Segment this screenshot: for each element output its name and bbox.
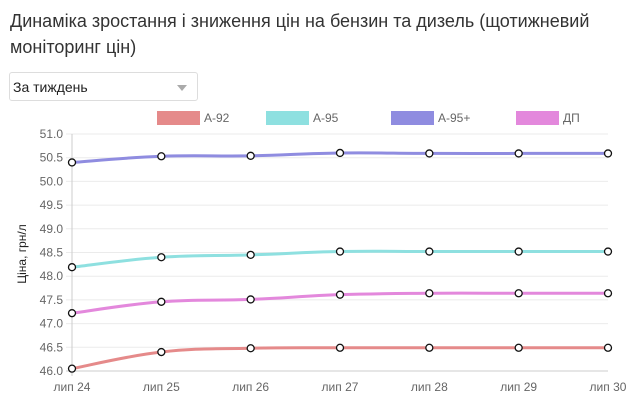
chevron-down-icon bbox=[177, 85, 187, 91]
data-point[interactable] bbox=[246, 344, 255, 353]
y-tick-label: 49.0 bbox=[40, 222, 64, 236]
price-line-chart: А-92 А-95 А-95+ ДП 46.0 46.5 47.0 47.5 48.0 48.5… bbox=[0, 104, 626, 412]
series-А-92 bbox=[67, 343, 613, 373]
legend-item[interactable]: А-95+ bbox=[391, 111, 470, 125]
data-point[interactable] bbox=[603, 289, 613, 298]
chart-canvas: А-92 А-95 А-95+ ДП 46.0 46.5 47.0 47.5 48.0 48.5… bbox=[15, 111, 626, 394]
y-tick-label: 51.0 bbox=[40, 127, 64, 141]
x-tick-label: лип 27 bbox=[322, 380, 359, 394]
data-point[interactable] bbox=[246, 295, 255, 304]
y-tick-label: 50.0 bbox=[40, 174, 64, 188]
legend-swatch bbox=[391, 111, 434, 125]
legend-swatch bbox=[516, 111, 559, 125]
y-tick-label: 47.5 bbox=[40, 293, 64, 307]
period-select[interactable]: За тиждень bbox=[9, 72, 198, 101]
chart-series bbox=[67, 148, 613, 373]
data-point[interactable] bbox=[246, 250, 255, 260]
x-tick-label: лип 25 bbox=[143, 380, 180, 394]
data-point[interactable] bbox=[157, 253, 166, 262]
legend-item[interactable]: А-92 bbox=[157, 111, 230, 125]
y-tick-label: 50.5 bbox=[40, 151, 64, 165]
data-point[interactable] bbox=[67, 309, 77, 318]
data-point[interactable] bbox=[514, 343, 523, 352]
data-point[interactable] bbox=[425, 149, 434, 158]
legend-swatch bbox=[266, 111, 309, 125]
data-point[interactable] bbox=[335, 148, 345, 158]
data-point[interactable] bbox=[157, 297, 166, 306]
data-point[interactable] bbox=[67, 364, 77, 373]
y-tick-label: 46.5 bbox=[40, 340, 64, 354]
data-point[interactable] bbox=[603, 149, 613, 158]
data-point[interactable] bbox=[67, 263, 77, 272]
data-point[interactable] bbox=[335, 247, 345, 256]
y-axis: 46.0 46.5 47.0 47.5 48.0 48.5 49.0 49.5 50.0 50.5… bbox=[40, 127, 64, 378]
legend-label: А-95+ bbox=[438, 111, 470, 125]
data-point[interactable] bbox=[335, 343, 345, 352]
page-title: Динаміка зростання і зниження цін на бен… bbox=[10, 11, 590, 57]
period-select-value: За тиждень bbox=[13, 79, 88, 95]
series-А-95 bbox=[67, 247, 613, 272]
x-tick-label: лип 24 bbox=[54, 380, 91, 394]
x-axis: лип 24 лип 25 лип 26 лип 27 лип 28 лип 29 лип … bbox=[54, 380, 626, 394]
data-point[interactable] bbox=[157, 152, 166, 161]
data-point[interactable] bbox=[246, 151, 255, 160]
x-tick-label: лип 30 bbox=[590, 380, 626, 394]
legend-label: А-92 bbox=[204, 111, 230, 125]
x-tick-label: лип 26 bbox=[232, 380, 269, 394]
x-tick-label: лип 29 bbox=[500, 380, 537, 394]
y-tick-label: 46.0 bbox=[40, 364, 64, 378]
data-point[interactable] bbox=[335, 290, 345, 299]
legend-label: ДП bbox=[563, 111, 580, 125]
y-tick-label: 48.0 bbox=[40, 269, 64, 283]
data-point[interactable] bbox=[514, 247, 523, 256]
data-point[interactable] bbox=[514, 149, 523, 158]
y-tick-label: 49.5 bbox=[40, 198, 64, 212]
data-point[interactable] bbox=[425, 247, 434, 256]
y-tick-label: 48.5 bbox=[40, 246, 64, 260]
series-А-95+ bbox=[67, 148, 613, 167]
data-point[interactable] bbox=[425, 343, 434, 352]
series-ДП bbox=[67, 289, 613, 318]
data-point[interactable] bbox=[157, 347, 166, 357]
data-point[interactable] bbox=[603, 247, 613, 256]
data-point[interactable] bbox=[425, 289, 434, 298]
chart-legend: А-92 А-95 А-95+ ДП bbox=[157, 111, 580, 125]
legend-label: А-95 bbox=[313, 111, 339, 125]
data-point[interactable] bbox=[514, 289, 523, 298]
y-axis-label: Ціна, грн/л bbox=[15, 224, 29, 284]
data-point[interactable] bbox=[603, 343, 613, 352]
y-tick-label: 47.0 bbox=[40, 317, 64, 331]
chart-grid bbox=[66, 133, 608, 376]
legend-item[interactable]: ДП bbox=[516, 111, 580, 125]
x-tick-label: лип 28 bbox=[411, 380, 448, 394]
data-point[interactable] bbox=[67, 158, 77, 167]
legend-item[interactable]: А-95 bbox=[266, 111, 339, 125]
legend-swatch bbox=[157, 111, 200, 125]
